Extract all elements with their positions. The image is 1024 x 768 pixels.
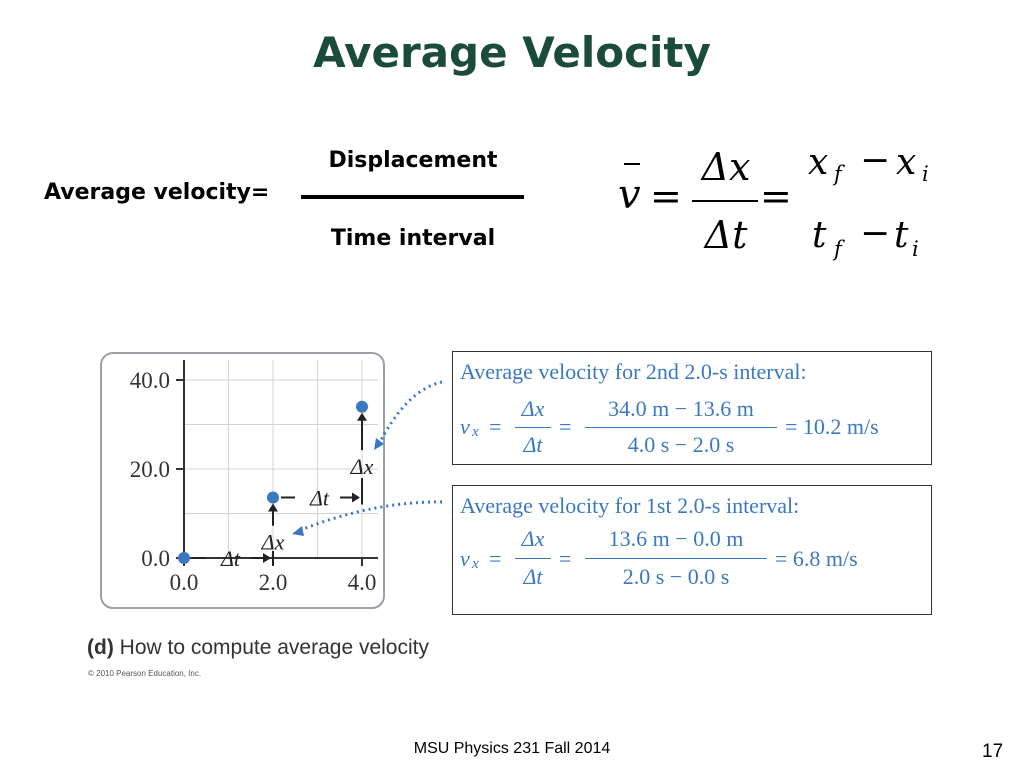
box-second-equals-1: = bbox=[489, 414, 502, 439]
definition-numerator: Displacement bbox=[328, 148, 498, 173]
formula-sub-f: f bbox=[834, 162, 842, 186]
box-second-rule-2 bbox=[585, 427, 777, 428]
box-first-delta-x: Δx bbox=[521, 526, 545, 551]
connector-arrowhead-1st bbox=[292, 526, 304, 536]
box-first-rule-1 bbox=[515, 558, 551, 559]
page-number: 17 bbox=[982, 741, 1004, 762]
box-second-result: = 10.2 m/s bbox=[785, 414, 879, 439]
box-second-rule-1 bbox=[515, 427, 551, 428]
delta-t-label: Δt bbox=[309, 485, 330, 510]
box-first-title: Average velocity for 1st 2.0-s interval: bbox=[460, 493, 800, 518]
formula-numerator-xf-minus-xi: x f − x i bbox=[804, 140, 944, 192]
formula-t-initial: t bbox=[894, 215, 909, 256]
y-tick-label: 20.0 bbox=[130, 457, 170, 482]
formula-delta-x: Δx bbox=[701, 145, 751, 189]
box-first-rule-2 bbox=[585, 558, 767, 559]
graph-ticks: 0.0 20.0 40.0 0.0 2.0 4.0 bbox=[130, 368, 377, 595]
caption-letter: (d) bbox=[87, 636, 114, 659]
box-first-equals-1: = bbox=[489, 546, 502, 571]
box-second-delta-x: Δx bbox=[521, 396, 545, 421]
slide-title: Average Velocity bbox=[313, 28, 711, 77]
formula-denominator-tf-minus-ti: t f − t i bbox=[804, 213, 944, 271]
caption-text: How to compute average velocity bbox=[119, 636, 429, 659]
graph-grid bbox=[184, 360, 378, 558]
data-point bbox=[178, 552, 190, 564]
delta-x-arrowhead bbox=[268, 503, 278, 512]
formula-sub-i: i bbox=[922, 162, 929, 186]
box-second-equals-2: = bbox=[559, 414, 572, 439]
graph-frame bbox=[100, 352, 385, 609]
delta-t-label: Δt bbox=[220, 546, 241, 571]
formula-equals-2: = bbox=[760, 174, 792, 218]
formula-equals-1: = bbox=[650, 174, 682, 218]
formula-minus: − bbox=[860, 140, 891, 181]
delta-t-arrowhead bbox=[352, 492, 360, 503]
formula-x-final: x bbox=[808, 142, 829, 183]
x-tick-label: 0.0 bbox=[170, 570, 199, 595]
definition-fraction-bar bbox=[301, 195, 524, 199]
formula-v: v bbox=[618, 172, 641, 218]
connector-arrow-2nd bbox=[376, 380, 443, 447]
formula-delta-t: Δt bbox=[704, 213, 748, 257]
data-point bbox=[267, 491, 279, 504]
x-tick-label: 4.0 bbox=[348, 570, 377, 595]
box-first-v: v bbox=[460, 546, 470, 571]
slide-footer: MSU Physics 231 Fall 2014 bbox=[413, 740, 611, 757]
delta-x-label: Δx bbox=[350, 454, 374, 479]
box-second-delta-t: Δt bbox=[523, 432, 543, 457]
v-bar-overline bbox=[624, 163, 640, 165]
graph-axes bbox=[183, 360, 378, 559]
formula-sub-i: i bbox=[912, 237, 919, 261]
box-first-delta-t: Δt bbox=[523, 564, 543, 589]
definition-denominator: Time interval bbox=[330, 226, 496, 251]
formula-minus: − bbox=[860, 213, 891, 254]
box-first-result: = 6.8 m/s bbox=[775, 546, 858, 571]
figure-credit: © 2010 Pearson Education, Inc. bbox=[88, 669, 202, 678]
box-first-interval: Average velocity for 1st 2.0-s interval:… bbox=[452, 485, 932, 615]
delta-t-arrowhead bbox=[263, 553, 271, 563]
connector-arrowhead-2nd bbox=[374, 438, 384, 450]
figure-caption: (d) How to compute average velocity bbox=[87, 636, 429, 660]
box-first-numerator: 13.6 m − 0.0 m bbox=[608, 526, 744, 551]
formula-fraction-bar-1 bbox=[692, 200, 758, 202]
connector-arrow-1st bbox=[297, 500, 446, 533]
formula-sub-f: f bbox=[834, 237, 842, 261]
formula-t-final: t bbox=[812, 215, 827, 256]
box-second-v: v bbox=[460, 414, 470, 439]
data-point bbox=[356, 400, 368, 413]
box-first-denominator: 2.0 s − 0.0 s bbox=[622, 564, 730, 589]
box-second-sub-x: x bbox=[472, 424, 479, 440]
formula-x-initial: x bbox=[896, 142, 917, 183]
x-tick-label: 2.0 bbox=[259, 570, 288, 595]
graph-annotations: Δt Δx Δt Δx bbox=[192, 412, 374, 571]
box-first-sub-x: x bbox=[472, 556, 479, 572]
box-first-equals-2: = bbox=[559, 546, 572, 571]
definition-label: Average velocity= bbox=[44, 180, 270, 205]
box-second-title: Average velocity for 2nd 2.0-s interval: bbox=[460, 359, 807, 384]
box-second-denominator: 4.0 s − 2.0 s bbox=[627, 432, 735, 457]
position-time-graph: 0.0 20.0 40.0 0.0 2.0 4.0 Δt Δx Δt Δx bbox=[100, 352, 446, 609]
delta-x-arrowhead bbox=[357, 412, 367, 421]
box-second-interval: Average velocity for 2nd 2.0-s interval:… bbox=[452, 351, 932, 465]
box-second-numerator: 34.0 m − 13.6 m bbox=[608, 396, 754, 421]
delta-x-label: Δx bbox=[261, 530, 285, 555]
y-tick-label: 40.0 bbox=[130, 368, 170, 393]
y-tick-label: 0.0 bbox=[141, 546, 170, 571]
graph-points bbox=[178, 400, 368, 564]
